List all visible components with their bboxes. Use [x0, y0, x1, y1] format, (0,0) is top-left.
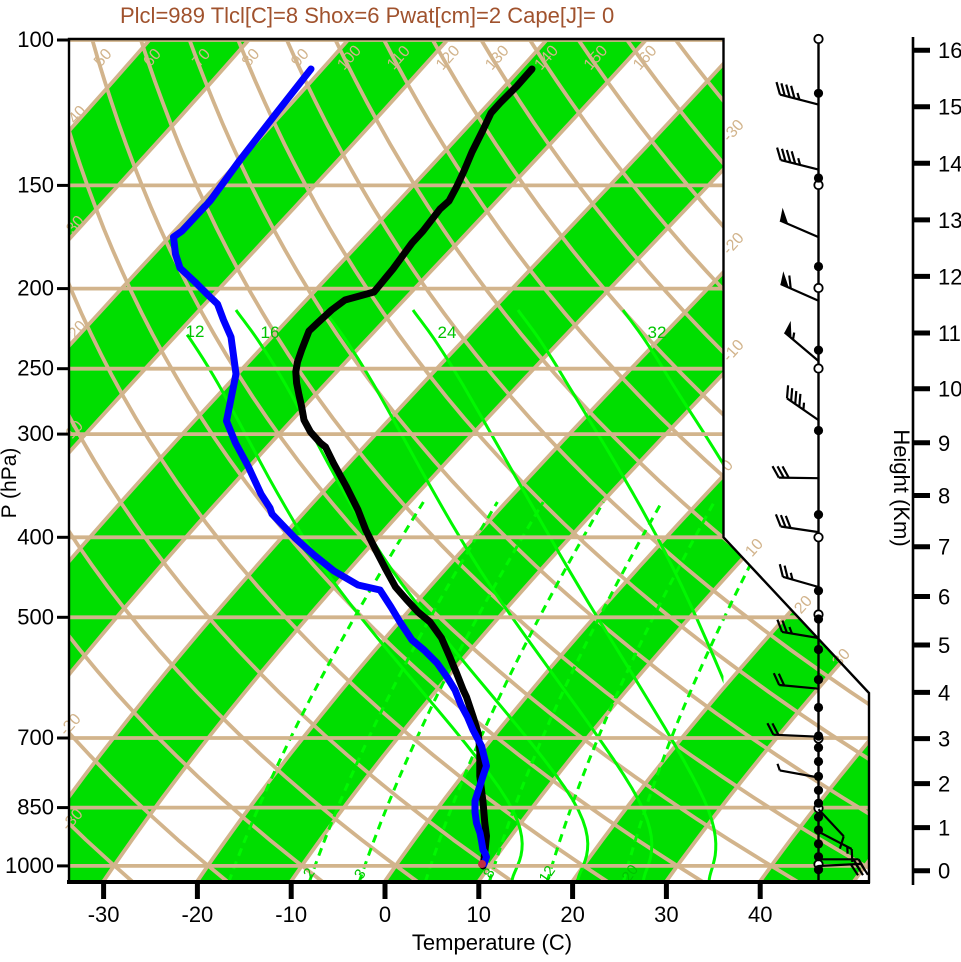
svg-text:12: 12: [186, 322, 205, 341]
svg-text:13: 13: [938, 208, 961, 233]
svg-text:3: 3: [938, 727, 950, 752]
svg-text:9: 9: [938, 431, 950, 456]
svg-text:1000: 1000: [5, 853, 54, 878]
svg-text:11: 11: [938, 321, 961, 346]
svg-text:12: 12: [938, 264, 961, 289]
svg-text:150: 150: [17, 172, 54, 197]
svg-text:8: 8: [938, 484, 950, 509]
svg-text:850: 850: [17, 795, 54, 820]
svg-text:40: 40: [748, 902, 772, 927]
svg-text:14: 14: [938, 151, 961, 176]
svg-text:1: 1: [938, 816, 950, 841]
svg-text:0: 0: [938, 859, 950, 884]
svg-text:0: 0: [379, 902, 391, 927]
svg-text:6: 6: [938, 585, 950, 610]
svg-text:300: 300: [17, 421, 54, 446]
svg-text:-20: -20: [182, 902, 214, 927]
svg-text:16: 16: [938, 38, 961, 63]
svg-text:P (hPa): P (hPa): [0, 448, 21, 519]
svg-text:100: 100: [17, 27, 54, 52]
svg-text:7: 7: [938, 535, 950, 560]
svg-text:2: 2: [938, 772, 950, 797]
svg-text:200: 200: [17, 276, 54, 301]
svg-text:-30: -30: [88, 902, 120, 927]
svg-text:-10: -10: [275, 902, 307, 927]
svg-text:10: 10: [467, 902, 491, 927]
svg-text:5: 5: [938, 633, 950, 658]
svg-text:15: 15: [938, 95, 961, 120]
svg-text:500: 500: [17, 604, 54, 629]
svg-text:16: 16: [261, 323, 280, 342]
svg-text:400: 400: [17, 524, 54, 549]
svg-text:250: 250: [17, 356, 54, 381]
svg-text:20: 20: [560, 902, 584, 927]
svg-text:32: 32: [648, 323, 667, 342]
svg-text:Height (Km): Height (Km): [889, 429, 914, 546]
svg-text:10: 10: [938, 377, 961, 402]
svg-text:Temperature (C): Temperature (C): [412, 930, 572, 955]
svg-text:4: 4: [938, 680, 950, 705]
svg-text:30: 30: [654, 902, 678, 927]
svg-text:700: 700: [17, 725, 54, 750]
svg-text:Plcl=989 Tlcl[C]=8 Shox=6 Pwat: Plcl=989 Tlcl[C]=8 Shox=6 Pwat[cm]=2 Cap…: [120, 3, 614, 28]
svg-text:24: 24: [438, 323, 457, 342]
